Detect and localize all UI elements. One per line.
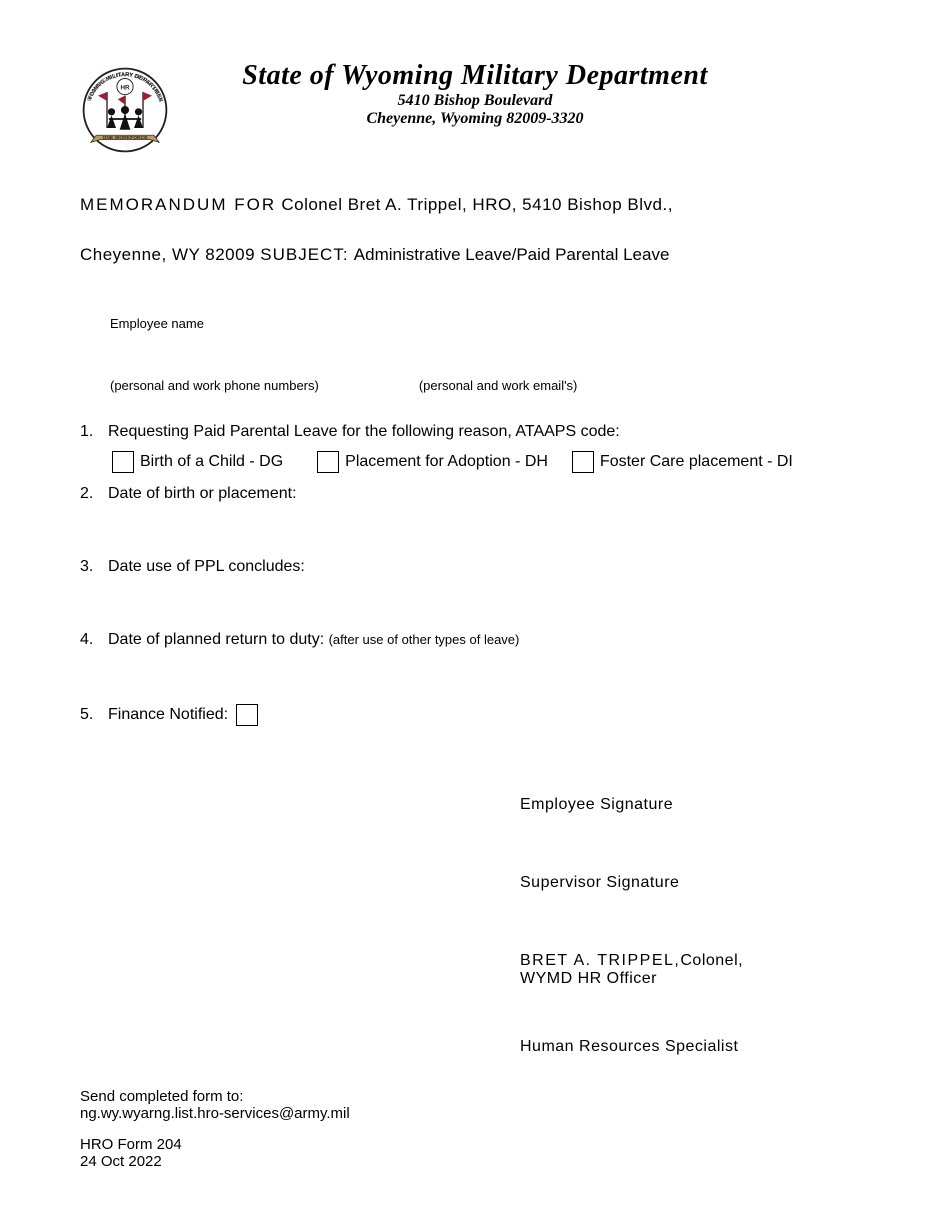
item-1-number: 1. (80, 423, 108, 441)
option-birth: Birth of a Child - DG (140, 453, 283, 471)
hr-specialist-label: Human Resources Specialist (520, 1038, 870, 1056)
phones-label: (personal and work phone numbers) (110, 378, 319, 393)
employee-name-field: Employee name (110, 315, 870, 333)
footer: Send completed form to: ng.wy.wyarng.lis… (80, 1088, 350, 1170)
checkbox-finance[interactable] (236, 704, 258, 726)
memo-for-line: MEMORANDUM FOR Colonel Bret A. Trippel, … (80, 195, 870, 215)
item-1-text: Requesting Paid Parental Leave for the f… (108, 423, 620, 441)
send-to-email: ng.wy.wyarng.list.hro-services@army.mil (80, 1105, 350, 1122)
employee-signature-label: Employee Signature (520, 796, 870, 814)
memo-for-text: Colonel Bret A. Trippel, HRO, 5410 Bisho… (281, 195, 673, 214)
address-line-1: 5410 Bishop Boulevard (170, 92, 780, 110)
officer-block: BRET A. TRIPPEL,Colonel, WYMD HR Officer (520, 952, 870, 988)
item-5: 5. Finance Notified: (80, 704, 870, 726)
header: WYOMING MILITARY DEPARTMENT WYOMING MILI… (80, 60, 870, 155)
option-foster: Foster Care placement - DI (600, 453, 793, 471)
item-4: 4. Date of planned return to duty: (afte… (80, 631, 870, 649)
memo-for-label: MEMORANDUM FOR (80, 195, 276, 214)
item-5-number: 5. (80, 706, 108, 724)
form-date: 24 Oct 2022 (80, 1153, 350, 1170)
hro-logo: WYOMING MILITARY DEPARTMENT WYOMING MILI… (80, 65, 170, 155)
item-4-subtext: (after use of other types of leave) (329, 632, 520, 647)
svg-text:HR: HR (120, 84, 130, 91)
subject-text: Administrative Leave/Paid Parental Leave (354, 245, 670, 264)
item-2: 2. Date of birth or placement: (80, 485, 870, 503)
checkbox-row: Birth of a Child - DG Placement for Adop… (112, 451, 870, 473)
signature-block: Employee Signature Supervisor Signature … (520, 796, 870, 1056)
send-to-label: Send completed form to: (80, 1088, 350, 1105)
item-4-text: Date of planned return to duty: (108, 631, 324, 648)
emails-label: (personal and work email's) (419, 378, 578, 393)
page: WYOMING MILITARY DEPARTMENT WYOMING MILI… (0, 0, 950, 1230)
header-text: State of Wyoming Military Department 541… (170, 60, 870, 128)
form-id: HRO Form 204 (80, 1136, 350, 1153)
contact-row: (personal and work phone numbers) (perso… (110, 378, 870, 393)
officer-name: BRET A. TRIPPEL, (520, 952, 680, 969)
item-1: 1. Requesting Paid Parental Leave for th… (80, 423, 870, 441)
supervisor-signature-label: Supervisor Signature (520, 874, 870, 892)
checkbox-foster[interactable] (572, 451, 594, 473)
item-2-number: 2. (80, 485, 108, 503)
item-3-text: Date use of PPL concludes: (108, 558, 305, 576)
memo-subject-line: Cheyenne, WY 82009 SUBJECT: Administrati… (80, 245, 870, 265)
item-3-number: 3. (80, 558, 108, 576)
item-2-text: Date of birth or placement: (108, 485, 297, 503)
option-adoption: Placement for Adoption - DH (345, 453, 548, 471)
item-3: 3. Date use of PPL concludes: (80, 558, 870, 576)
item-4-number: 4. (80, 631, 108, 649)
subject-label: SUBJECT: (260, 245, 348, 264)
employee-name-label: Employee name (110, 316, 204, 331)
svg-text:ONE WORKFORCE: ONE WORKFORCE (103, 135, 149, 141)
address-line-2: Cheyenne, Wyoming 82009-3320 (170, 110, 780, 128)
item-5-text: Finance Notified: (108, 706, 228, 724)
officer-title: WYMD HR Officer (520, 970, 657, 987)
memo-line2-prefix: Cheyenne, WY 82009 (80, 245, 255, 264)
checkbox-adoption[interactable] (317, 451, 339, 473)
checkbox-birth[interactable] (112, 451, 134, 473)
department-title: State of Wyoming Military Department (170, 60, 780, 92)
officer-rank: Colonel, (680, 952, 743, 969)
